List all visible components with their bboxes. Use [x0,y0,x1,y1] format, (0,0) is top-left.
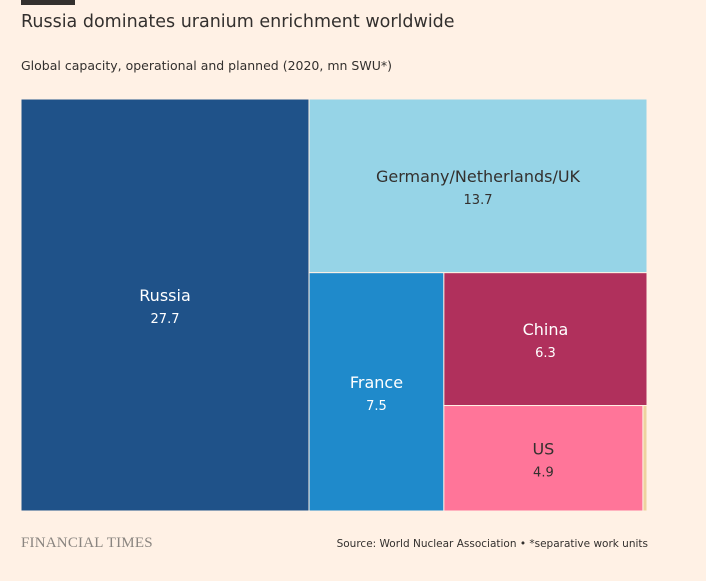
tile-label-us: US [532,439,554,458]
tile-france [308,272,445,512]
source-note: Source: World Nuclear Association • *sep… [336,538,648,550]
tile-value-russia: 27.7 [151,312,180,327]
tile-label-france: France [350,373,403,392]
ft-logo: FINANCIAL TIMES [21,535,153,551]
tile-label-china: China [523,320,569,339]
tile-value-china: 6.3 [535,346,556,361]
tile-us [443,405,644,512]
tile-germany-netherlands-uk [308,98,648,274]
accent-bar [21,0,75,5]
tile-russia [20,98,310,512]
chart-title: Russia dominates uranium enrichment worl… [21,12,455,32]
chart-subtitle: Global capacity, operational and planned… [21,58,392,73]
tile-label-germany-netherlands-uk: Germany/Netherlands/UK [376,167,581,186]
tile-value-us: 4.9 [533,465,554,480]
tile-other [642,405,648,512]
tile-value-germany-netherlands-uk: 13.7 [464,193,493,208]
tile-china [443,272,648,407]
tile-value-france: 7.5 [366,399,387,414]
tile-label-russia: Russia [139,286,190,305]
